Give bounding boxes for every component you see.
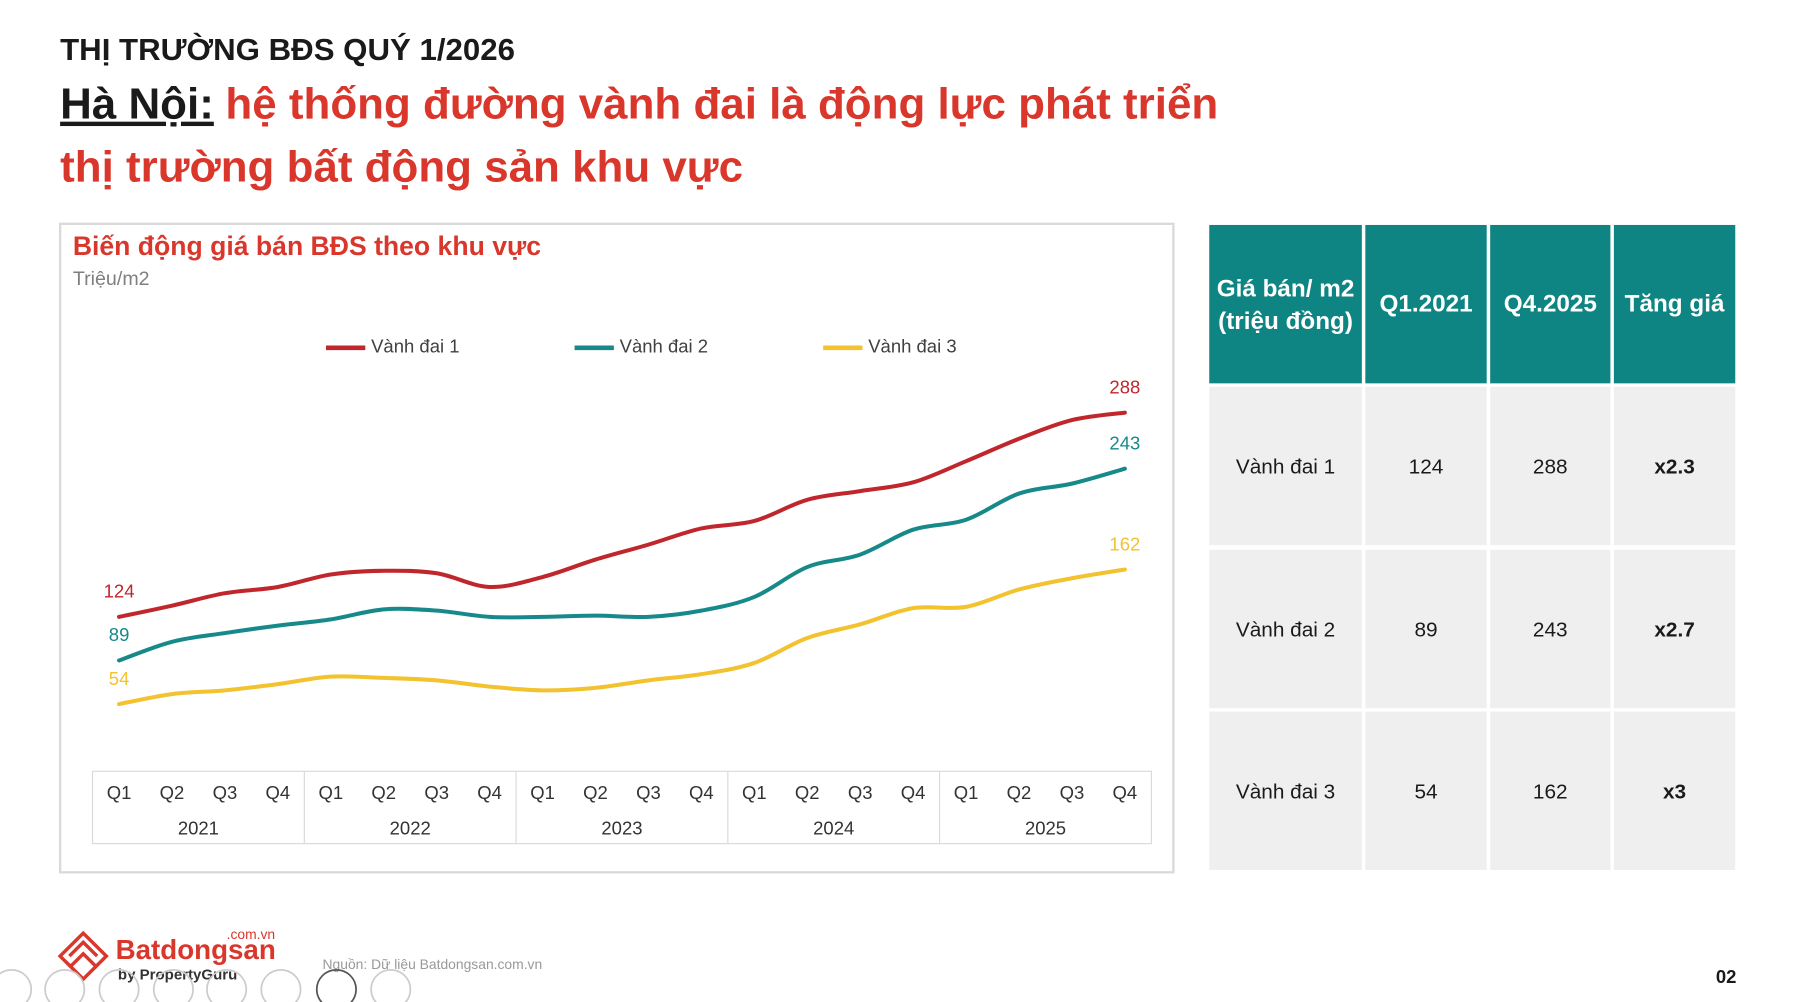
x-tick-label: Q2 (160, 782, 185, 803)
table-cell (1209, 711, 1362, 871)
x-tick-label: Q4 (1113, 782, 1138, 803)
chart-subtitle: Triệu/m2 (73, 268, 150, 290)
x-group-label: 2024 (813, 818, 854, 839)
brand: Batdongsan (116, 934, 276, 965)
table-cell (1490, 549, 1611, 709)
x-tick-label: Q3 (213, 782, 238, 803)
table-cell (1365, 549, 1487, 709)
data-label: 89 (109, 624, 130, 645)
table-cell (1209, 386, 1362, 546)
headline-text: hệ thống đường vành đai là động lực phát… (225, 79, 1218, 128)
table-header-text: Q4.2025 (1504, 291, 1597, 318)
x-group-label: 2025 (1025, 818, 1066, 839)
table-cell-text: 54 (1414, 781, 1437, 804)
headline-text: thị trường bất động sản khu vực (60, 143, 743, 192)
x-tick-label: Q2 (371, 782, 396, 803)
toolbar (0, 969, 412, 1002)
table-header-text: Q1.2021 (1379, 291, 1472, 318)
data-label: 54 (109, 668, 130, 689)
brand-domain: .com.vn (227, 926, 276, 942)
headline: Hà Nội: hệ thống đường vành đai là động l… (60, 79, 1218, 128)
x-tick-label: Q4 (689, 782, 714, 803)
x-group-label: 2022 (390, 818, 431, 839)
x-tick-label: Q4 (477, 782, 502, 803)
source: Nguồn: Dữ liệu Batdongsan.com.vn (323, 956, 543, 972)
table-cell (1209, 549, 1362, 709)
kicker: THỊ TRƯỜNG BĐS QUÝ 1/2026 (60, 31, 515, 67)
x-tick-label: Q1 (530, 782, 555, 803)
table-cell-text: Vành đai 3 (1236, 781, 1335, 804)
table-cell-text: 288 (1533, 456, 1568, 479)
series-line (117, 410, 1127, 619)
page-number: 02 (1716, 966, 1737, 987)
x-tick-label: Q3 (1060, 782, 1085, 803)
footer: Batdongsan .com.vn by PropertyGuru Nguồn… (0, 926, 1736, 1002)
table-header-cell (1613, 224, 1736, 384)
city: Hà Nội: (60, 79, 214, 128)
legend-label: Vành đai 1 (371, 336, 459, 357)
data-label: 162 (1109, 533, 1140, 554)
x-tick-label: Q4 (901, 782, 926, 803)
table-cell-text: Vành đai 2 (1236, 619, 1335, 642)
series-line (117, 567, 1127, 707)
table-cell (1613, 386, 1736, 546)
table-cell-text: Vành đai 1 (1236, 456, 1335, 479)
table-header-cell (1490, 224, 1611, 384)
chart-frame (58, 222, 1175, 874)
x-tick-label: Q4 (266, 782, 291, 803)
x-tick-label: Q2 (795, 782, 820, 803)
x-group-label: 2023 (601, 818, 642, 839)
x-tick-label: Q1 (742, 782, 767, 803)
brand-logo (57, 930, 109, 982)
table-cell (1613, 549, 1736, 709)
table-cell-text: x2.7 (1654, 619, 1694, 642)
table-cell-text: 124 (1409, 456, 1444, 479)
table-header-text: (triệu đồng) (1218, 308, 1353, 335)
chart-title: Biến động giá bán BĐS theo khu vực (73, 231, 541, 261)
x-tick-label: Q1 (107, 782, 132, 803)
x-tick-label: Q3 (636, 782, 661, 803)
table-cell-text: 89 (1414, 619, 1437, 642)
table-cell-text: x2.3 (1654, 456, 1694, 479)
x-tick-label: Q3 (424, 782, 449, 803)
x-tick-label: Q1 (954, 782, 979, 803)
table-cell (1490, 711, 1611, 871)
table-cell (1490, 386, 1611, 546)
brand-by: by PropertyGuru (118, 967, 237, 984)
table-header-text: Giá bán/ m2 (1217, 276, 1355, 303)
table-header-cell (1209, 224, 1362, 384)
data-label: 288 (1109, 376, 1140, 397)
table-cell (1365, 711, 1487, 871)
table-cell-text: 162 (1533, 781, 1568, 804)
x-tick-label: Q1 (318, 782, 343, 803)
legend-label: Vành đai 2 (620, 336, 708, 357)
data-label: 243 (1109, 432, 1140, 453)
table-header-text: Tăng giá (1625, 291, 1725, 318)
table-cell-text: 243 (1533, 619, 1568, 642)
x-axis-box (91, 770, 1153, 845)
series-line (117, 466, 1127, 663)
table-cell-text: x3 (1663, 781, 1686, 804)
table-header-cell (1365, 224, 1487, 384)
x-tick-label: Q2 (583, 782, 608, 803)
legend-label: Vành đai 3 (868, 336, 956, 357)
x-group-label: 2021 (178, 818, 219, 839)
data-label: 124 (104, 581, 135, 602)
x-tick-label: Q2 (1007, 782, 1032, 803)
x-tick-label: Q3 (848, 782, 873, 803)
table-cell (1613, 711, 1736, 871)
table-cell (1365, 386, 1487, 546)
